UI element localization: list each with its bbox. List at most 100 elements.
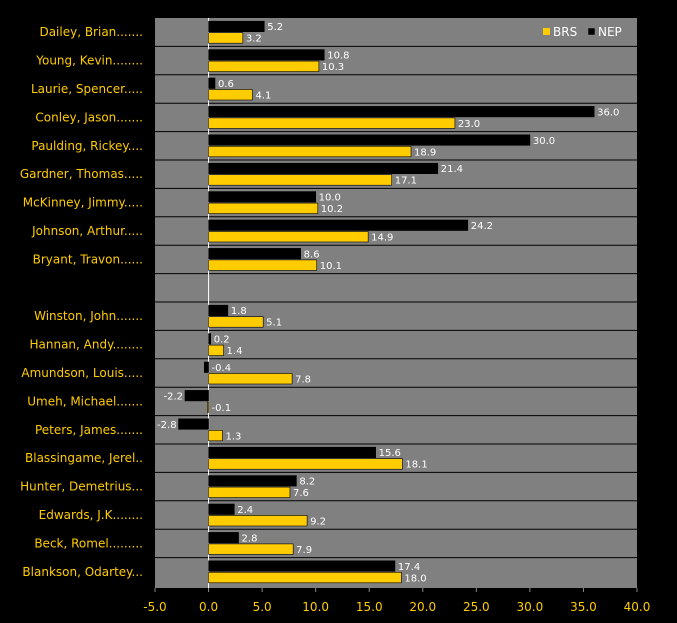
value-label-brs: 10.1	[320, 261, 342, 272]
bar-nep	[208, 532, 239, 544]
bar-nep	[208, 248, 301, 260]
value-label-brs: 7.9	[296, 545, 312, 556]
category-label: Peters, James.......	[35, 423, 143, 437]
bars	[178, 20, 595, 584]
x-tick-label: 25.0	[463, 600, 490, 614]
value-label-nep: 21.4	[441, 164, 463, 175]
value-label-brs: 3.2	[246, 34, 262, 45]
category-label: Hunter, Demetrius...	[20, 480, 143, 494]
bar-brs	[208, 259, 318, 271]
category-label: Dailey, Brian.......	[39, 25, 143, 39]
value-label-brs: 7.6	[293, 488, 309, 499]
category-label: Gardner, Thomas.....	[20, 167, 143, 181]
value-label-nep: 8.6	[304, 249, 320, 260]
value-label-brs: 18.0	[404, 573, 426, 584]
value-label-nep: 24.2	[471, 221, 493, 232]
value-label-brs: 18.1	[405, 460, 427, 471]
bar-nep	[208, 134, 531, 146]
bar-brs	[208, 543, 294, 555]
value-label-brs: 1.4	[227, 346, 243, 357]
bar-brs	[208, 458, 403, 470]
bar-nep	[208, 49, 325, 61]
x-tick-label: 5.0	[253, 600, 272, 614]
legend-swatch-brs	[543, 28, 550, 35]
bar-nep	[208, 304, 229, 317]
value-label-nep: 10.0	[319, 193, 341, 204]
bar-nep	[178, 418, 209, 430]
value-label-nep: 2.4	[237, 505, 253, 516]
value-label-brs: 10.3	[322, 62, 344, 73]
value-label-brs: 1.3	[225, 431, 241, 442]
value-label-nep: 0.6	[218, 79, 234, 90]
legend: BRS NEP	[543, 25, 622, 39]
bar-brs	[208, 146, 412, 158]
bar-brs	[208, 32, 244, 44]
bar-brs	[208, 202, 319, 214]
category-label: Blankson, Odartey...	[22, 565, 143, 579]
category-label: Young, Kevin........	[35, 54, 143, 68]
legend-swatch-nep	[587, 27, 596, 36]
bar-nep	[203, 361, 209, 373]
x-tick-label: -5.0	[143, 600, 166, 614]
category-label: Laurie, Spencer.....	[31, 82, 143, 96]
bar-nep	[208, 162, 439, 174]
bar-brs	[208, 174, 393, 186]
bar-brs	[208, 316, 264, 328]
value-label-nep: -2.8	[157, 420, 177, 431]
value-label-nep: 8.2	[299, 477, 315, 488]
x-axis-ticks: -5.0 0.0 5.0 10.0 15.0 20.0 25.0 30.0 35.0 40.0	[143, 588, 650, 614]
bar-nep	[184, 390, 209, 402]
bar-brs	[208, 117, 456, 129]
bar-brs	[208, 515, 308, 527]
bar-nep	[208, 219, 469, 231]
legend-label-nep: NEP	[598, 25, 622, 39]
value-label-nep: 30.0	[533, 136, 555, 147]
bar-brs	[208, 344, 224, 356]
value-label-nep: 1.8	[231, 306, 247, 317]
bar-brs	[207, 401, 209, 413]
bar-nep	[208, 503, 235, 515]
bar-nep	[208, 77, 216, 89]
category-label: Johnson, Arthur.....	[31, 224, 143, 238]
x-tick-label: 30.0	[517, 600, 544, 614]
category-label: Bryant, Travon......	[33, 252, 143, 266]
legend-label-brs: BRS	[553, 25, 577, 39]
category-label: Conley, Jason.......	[35, 110, 143, 124]
category-label: Beck, Romel.........	[34, 536, 143, 550]
category-label: Umeh, Michael.......	[27, 394, 143, 408]
bar-brs	[208, 231, 369, 243]
value-label-brs: 23.0	[458, 119, 480, 130]
category-labels: Dailey, Brian....... Young, Kevin........…	[20, 25, 143, 579]
category-label: Hannan, Andy........	[29, 338, 143, 352]
value-label-nep: 17.4	[398, 562, 420, 573]
value-label-brs: 5.1	[266, 318, 282, 329]
value-labels: 5.2 3.2 10.810.3 0.6 4.1 36.0 23.0 30.0 18.9 21.4…	[157, 22, 619, 584]
value-label-brs: 17.1	[395, 176, 417, 187]
value-label-nep: 2.8	[242, 533, 258, 544]
bar-brs	[208, 571, 402, 584]
bar-nep	[208, 20, 265, 33]
category-label: Paulding, Rickey....	[31, 139, 143, 153]
row-separators	[155, 45, 637, 559]
category-label: Amundson, Louis.....	[21, 366, 143, 380]
bar-nep	[208, 560, 396, 572]
value-label-brs: 4.1	[255, 91, 271, 102]
x-tick-label: 40.0	[624, 600, 651, 614]
value-label-nep: 5.2	[267, 22, 283, 33]
bar-nep	[208, 106, 595, 118]
bar-brs	[208, 486, 291, 498]
x-tick-label: 35.0	[570, 600, 597, 614]
bar-brs	[208, 429, 223, 442]
value-label-nep: -0.4	[212, 363, 232, 374]
x-tick-label: 10.0	[302, 600, 329, 614]
bar-brs	[208, 60, 320, 72]
value-label-brs: 14.9	[371, 233, 393, 244]
bar-nep	[208, 191, 316, 203]
value-label-nep: 10.8	[327, 51, 349, 62]
value-label-brs: 10.2	[321, 204, 343, 215]
value-label-nep: 15.6	[379, 448, 401, 459]
bar-nep	[208, 446, 376, 459]
category-label: McKinney, Jimmy.....	[23, 196, 143, 210]
value-label-nep: 0.2	[214, 335, 230, 346]
